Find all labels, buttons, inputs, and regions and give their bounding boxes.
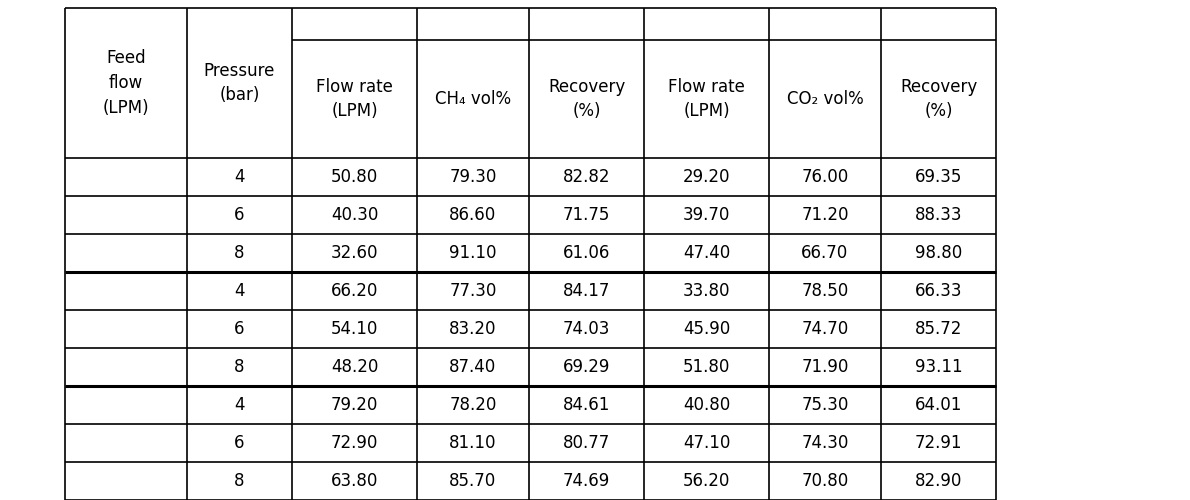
Text: 69.29: 69.29 — [563, 358, 610, 376]
Text: 66.70: 66.70 — [801, 244, 848, 262]
Text: 70.80: 70.80 — [801, 472, 848, 490]
Text: 63.80: 63.80 — [331, 472, 378, 490]
Text: 8: 8 — [234, 358, 245, 376]
Text: CO₂ vol%: CO₂ vol% — [787, 90, 864, 108]
Text: 78.20: 78.20 — [450, 396, 496, 414]
Text: Flow rate
(LPM): Flow rate (LPM) — [668, 78, 745, 120]
Text: 81.10: 81.10 — [450, 434, 496, 452]
Text: 88.33: 88.33 — [915, 206, 963, 224]
Text: 51.80: 51.80 — [683, 358, 731, 376]
Text: 32.60: 32.60 — [331, 244, 378, 262]
Text: 45.90: 45.90 — [683, 320, 731, 338]
Text: 48.20: 48.20 — [331, 358, 378, 376]
Text: 40.80: 40.80 — [683, 396, 731, 414]
Text: 4: 4 — [234, 282, 245, 300]
Text: 80.77: 80.77 — [563, 434, 610, 452]
Text: 93.11: 93.11 — [915, 358, 963, 376]
Text: 66.33: 66.33 — [915, 282, 963, 300]
Text: 8: 8 — [234, 472, 245, 490]
Text: Recovery
(%): Recovery (%) — [547, 78, 625, 120]
Text: CH₄ vol%: CH₄ vol% — [434, 90, 511, 108]
Text: 74.30: 74.30 — [801, 434, 848, 452]
Text: 74.03: 74.03 — [563, 320, 610, 338]
Text: 74.70: 74.70 — [801, 320, 848, 338]
Text: 98.80: 98.80 — [915, 244, 963, 262]
Text: 87.40: 87.40 — [450, 358, 496, 376]
Text: 29.20: 29.20 — [683, 168, 731, 186]
Text: Recovery
(%): Recovery (%) — [900, 78, 977, 120]
Text: 64.01: 64.01 — [915, 396, 963, 414]
Text: 82.82: 82.82 — [563, 168, 610, 186]
Text: 47.40: 47.40 — [683, 244, 731, 262]
Text: 85.70: 85.70 — [450, 472, 496, 490]
Text: Flow rate
(LPM): Flow rate (LPM) — [317, 78, 393, 120]
Text: Pressure
(bar): Pressure (bar) — [203, 62, 275, 104]
Text: 39.70: 39.70 — [683, 206, 731, 224]
Text: 71.90: 71.90 — [801, 358, 848, 376]
Text: 4: 4 — [234, 168, 245, 186]
Text: 4: 4 — [234, 396, 245, 414]
Text: 83.20: 83.20 — [450, 320, 496, 338]
Text: 86.60: 86.60 — [450, 206, 496, 224]
Text: 66.20: 66.20 — [331, 282, 378, 300]
Text: 91.10: 91.10 — [450, 244, 496, 262]
Text: 85.72: 85.72 — [915, 320, 963, 338]
Text: 33.80: 33.80 — [683, 282, 731, 300]
Text: 76.00: 76.00 — [801, 168, 848, 186]
Text: 78.50: 78.50 — [801, 282, 848, 300]
Text: 75.30: 75.30 — [801, 396, 848, 414]
Text: 72.91: 72.91 — [915, 434, 963, 452]
Text: 84.17: 84.17 — [563, 282, 610, 300]
Text: 72.90: 72.90 — [331, 434, 378, 452]
Text: 71.75: 71.75 — [563, 206, 610, 224]
Text: Feed
flow
(LPM): Feed flow (LPM) — [102, 49, 149, 117]
Text: 71.20: 71.20 — [801, 206, 848, 224]
Text: 6: 6 — [234, 206, 245, 224]
Text: 56.20: 56.20 — [683, 472, 731, 490]
Text: 61.06: 61.06 — [563, 244, 610, 262]
Text: 79.30: 79.30 — [450, 168, 496, 186]
Text: 8: 8 — [234, 244, 245, 262]
Text: 69.35: 69.35 — [915, 168, 963, 186]
Text: 74.69: 74.69 — [563, 472, 610, 490]
Text: 40.30: 40.30 — [331, 206, 378, 224]
Text: 50.80: 50.80 — [331, 168, 378, 186]
Text: 77.30: 77.30 — [450, 282, 496, 300]
Text: 82.90: 82.90 — [915, 472, 963, 490]
Text: 47.10: 47.10 — [683, 434, 731, 452]
Text: 54.10: 54.10 — [331, 320, 378, 338]
Text: 6: 6 — [234, 434, 245, 452]
Text: 6: 6 — [234, 320, 245, 338]
Text: 84.61: 84.61 — [563, 396, 610, 414]
Text: 79.20: 79.20 — [331, 396, 378, 414]
